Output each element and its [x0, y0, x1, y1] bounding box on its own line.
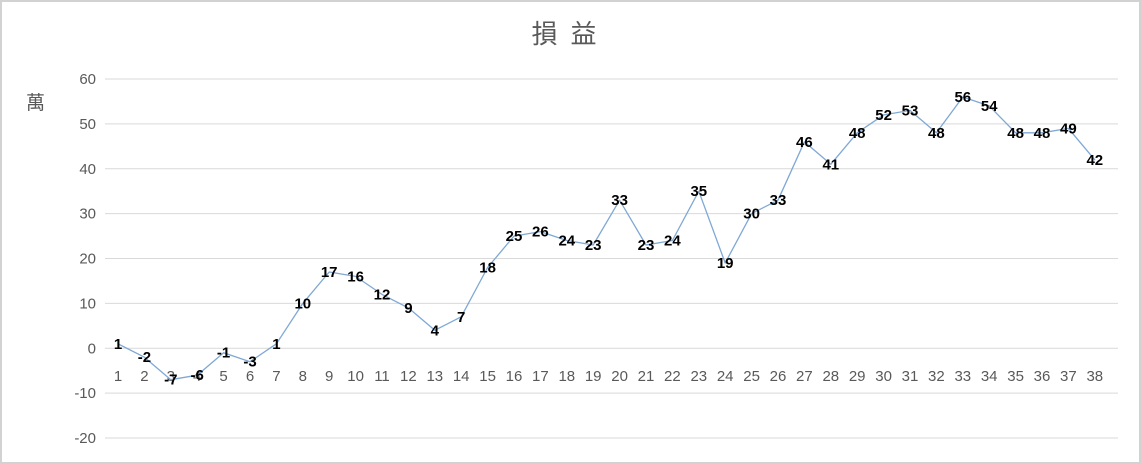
x-tick-label: 7 [272, 368, 280, 385]
x-tick-label: 1 [114, 368, 122, 385]
data-label: 33 [770, 192, 787, 209]
data-label: 9 [404, 300, 412, 317]
data-label: 23 [585, 237, 602, 254]
data-label: 23 [638, 237, 655, 254]
profit-line-series [117, 96, 1096, 381]
x-tick-label: 15 [479, 368, 496, 385]
data-label: 1 [114, 336, 122, 353]
data-label: -6 [191, 367, 204, 384]
x-tick-label: 14 [453, 368, 470, 385]
data-label: 52 [875, 107, 892, 124]
y-tick-label: 10 [79, 295, 96, 312]
y-tick-label: 0 [88, 340, 96, 357]
x-tick-label: 3 [167, 368, 175, 385]
x-tick-label: 36 [1034, 368, 1051, 385]
x-tick-label: 2 [140, 368, 148, 385]
x-tick-label: 10 [347, 368, 364, 385]
data-label: 56 [954, 89, 971, 106]
x-tick-label: 31 [902, 368, 919, 385]
x-tick-label: 12 [400, 368, 417, 385]
x-tick-label: 19 [585, 368, 602, 385]
data-label: 46 [796, 134, 813, 151]
x-tick-label: 13 [426, 368, 443, 385]
data-label: 48 [1034, 125, 1051, 142]
x-tick-label: 24 [717, 368, 734, 385]
x-tick-label: 29 [849, 368, 866, 385]
y-tick-label: 60 [79, 71, 96, 88]
data-label: -7 [164, 372, 177, 389]
y-tick-label: 20 [79, 251, 96, 268]
y-tick-label: 40 [79, 161, 96, 178]
x-tick-label: 35 [1007, 368, 1024, 385]
x-tick-label: 18 [558, 368, 575, 385]
x-tick-label: 30 [875, 368, 892, 385]
data-label: 33 [611, 192, 628, 209]
data-label: 24 [664, 233, 681, 250]
y-axis-unit-label: 萬 [26, 93, 46, 114]
data-label: 17 [321, 264, 338, 281]
data-label: 24 [558, 233, 575, 250]
data-label: 48 [1007, 125, 1024, 142]
data-label: 19 [717, 255, 734, 272]
data-label: 1 [272, 336, 280, 353]
data-label: 53 [902, 102, 919, 119]
data-label: 49 [1060, 120, 1077, 137]
x-tick-label: 5 [219, 368, 227, 385]
data-label: 26 [532, 224, 549, 241]
data-label: 12 [374, 286, 391, 303]
x-tick-label: 37 [1060, 368, 1077, 385]
data-label: 35 [690, 183, 707, 200]
data-label: -1 [217, 345, 230, 362]
data-label: 4 [431, 322, 440, 339]
data-label: 25 [506, 228, 523, 245]
x-tick-label: 25 [743, 368, 760, 385]
x-tick-label: 38 [1086, 368, 1103, 385]
x-tick-label: 23 [690, 368, 707, 385]
data-label: 48 [849, 125, 866, 142]
x-tick-label: 21 [638, 368, 655, 385]
x-tick-label: 22 [664, 368, 681, 385]
x-tick-label: 16 [506, 368, 523, 385]
data-label: -2 [138, 349, 151, 366]
data-label: 48 [928, 125, 945, 142]
x-tick-label: 4 [193, 368, 201, 385]
data-label: 10 [294, 295, 311, 312]
y-tick-label: 50 [79, 116, 96, 133]
x-tick-label: 17 [532, 368, 549, 385]
x-tick-label: 28 [822, 368, 839, 385]
x-tick-label: 20 [611, 368, 628, 385]
data-label: 7 [457, 309, 465, 326]
y-tick-label: 30 [79, 206, 96, 223]
x-tick-label: 6 [246, 368, 254, 385]
data-label: 30 [743, 206, 760, 223]
y-tick-label: -20 [74, 430, 96, 447]
x-tick-label: 26 [770, 368, 787, 385]
data-label: 41 [822, 156, 839, 173]
x-tick-label: 33 [954, 368, 971, 385]
x-tick-label: 32 [928, 368, 945, 385]
x-tick-label: 9 [325, 368, 333, 385]
data-label: 54 [981, 98, 998, 115]
x-tick-label: 34 [981, 368, 998, 385]
x-tick-label: 27 [796, 368, 813, 385]
data-label: 42 [1086, 152, 1103, 169]
x-tick-label: 8 [299, 368, 307, 385]
y-tick-label: -10 [74, 385, 96, 402]
data-label: 18 [479, 259, 496, 276]
data-label: 16 [347, 268, 364, 285]
data-label: -3 [243, 354, 256, 371]
chart-title: 損益 [531, 19, 610, 49]
x-tick-label: 11 [374, 368, 390, 385]
